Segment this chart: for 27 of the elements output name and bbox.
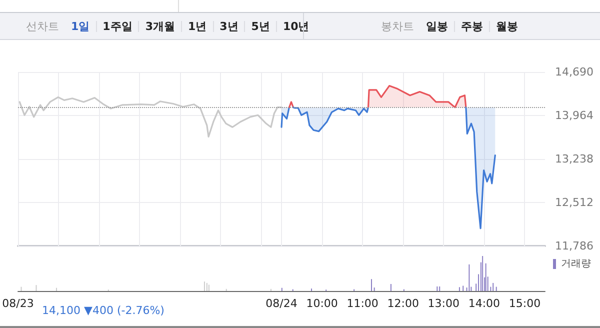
- x-tick-label: 08/24: [266, 297, 298, 310]
- text: 3개월: [138, 20, 181, 32]
- text: 주봉: [454, 20, 489, 32]
- text: 1년: [180, 20, 213, 32]
- text: 선차트: [25, 20, 60, 32]
- text: 1일: [70, 20, 91, 32]
- text: 14,100 ▼400 (-2.76%): [42, 304, 164, 317]
- x-tick-label: 08/23: [2, 297, 34, 310]
- x-tick-label: 10:00: [306, 297, 338, 310]
- x-tick-label: 13:00: [428, 297, 460, 310]
- text: 5년: [244, 20, 276, 32]
- y-tick-label: 12,512: [555, 196, 594, 209]
- y-tick-label: 11,786: [555, 240, 594, 252]
- x-tick-label: 12:00: [387, 297, 419, 310]
- x-tick-label: 14:00: [468, 297, 500, 310]
- legend-label: 거래량: [561, 258, 591, 270]
- text: 일봉: [425, 20, 449, 32]
- text: 3년: [212, 20, 244, 32]
- x-tick-label: 11:00: [346, 297, 378, 310]
- x-tick-label: 15:00: [508, 297, 541, 310]
- y-tick-label: 13,964: [555, 109, 594, 122]
- text: 월봉: [489, 20, 524, 32]
- y-tick-label: 13,238: [555, 152, 594, 166]
- text: 10년: [276, 20, 316, 32]
- y-tick-label: 14,690: [555, 66, 594, 78]
- text: 봉차트: [380, 20, 415, 32]
- text: 1주일: [96, 20, 138, 32]
